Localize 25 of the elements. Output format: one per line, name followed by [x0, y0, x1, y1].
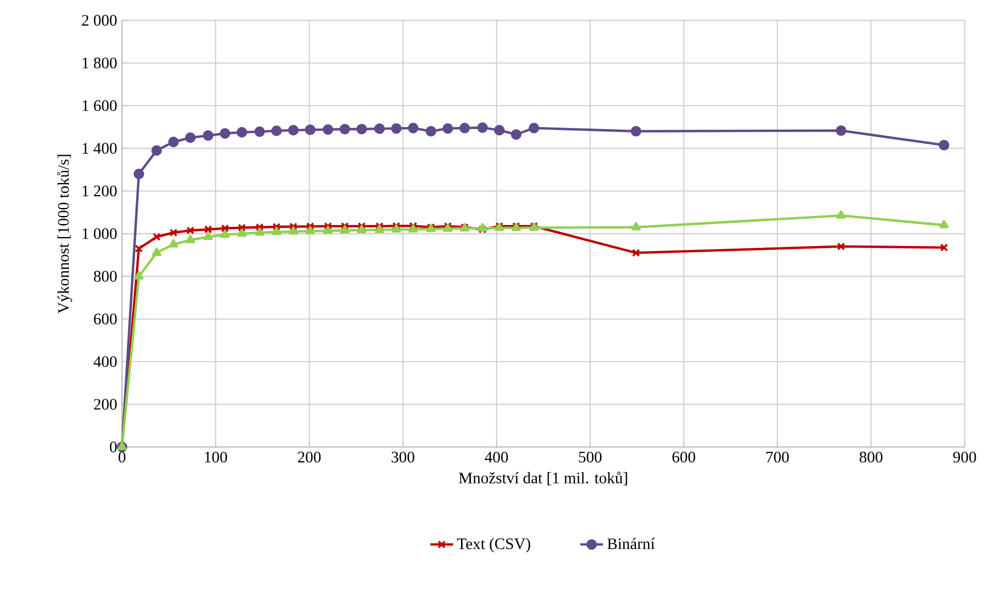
x-tick-label: 100: [205, 452, 228, 462]
y-tick-label: 2 000: [82, 14, 117, 26]
x-axis-title: Množství dat [1 mil. toků]: [458, 472, 628, 486]
x-tick-label: 800: [860, 452, 882, 462]
y-tick-label: 0: [110, 442, 117, 452]
y-tick-label: 1 400: [82, 142, 117, 154]
y-tick-label: 1 000: [82, 228, 117, 240]
y-tick-label: 400: [94, 356, 117, 368]
x-tick-label: 500: [579, 452, 602, 462]
legend-label: Text (CSV): [457, 538, 530, 552]
y-tick-label: 200: [94, 398, 117, 410]
y-tick-label: 1 600: [82, 100, 117, 112]
x-tick-label: 600: [672, 452, 696, 462]
y-tick-label: 600: [94, 314, 117, 324]
x-tick-label: 0: [118, 452, 126, 462]
y-axis-title: Výkonnost [1000 toků/s]: [57, 154, 72, 314]
y-tick-label: 1 800: [82, 58, 117, 68]
x-tick-label: 900: [953, 452, 976, 462]
x-tick-label: 300: [392, 452, 414, 462]
y-tick-label: 1 200: [82, 186, 117, 196]
x-tick-label: 400: [484, 452, 508, 462]
x-tick-label: 700: [766, 452, 789, 462]
x-tick-label: 200: [298, 452, 321, 462]
legend-label: Binární: [607, 538, 655, 550]
y-tick-label: 800: [94, 270, 117, 282]
